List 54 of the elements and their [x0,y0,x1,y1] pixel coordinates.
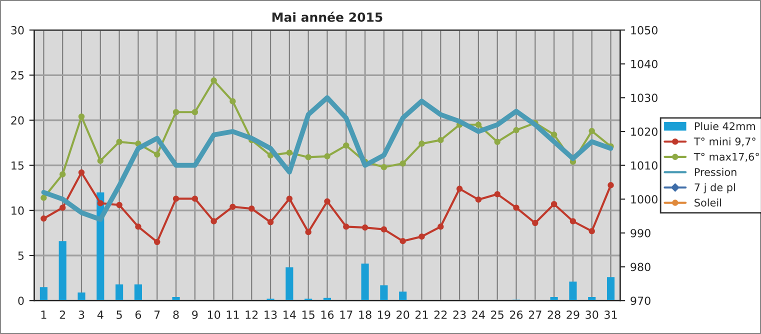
x-tick-label: 19 [378,310,390,319]
y-tick-label: 20 [11,116,24,125]
x-tick-label: 18 [359,310,372,319]
x-tick-label: 21 [415,310,428,319]
x-tick-label: 25 [491,310,504,319]
x-tick-label: 24 [472,310,485,319]
y2-tick-label: 1010 [631,161,658,170]
legend-label: Soleil [694,198,722,207]
legend-label: 7 j de pl [694,183,735,194]
y2-tick-label: 970 [630,296,650,305]
y-tick-label: 25 [11,71,24,80]
x-tick-label: 11 [226,310,239,319]
x-tick-label: 12 [246,310,258,319]
x-tick-label: 28 [548,310,560,319]
x-tick-label: 22 [434,310,447,319]
y2-tick-label: 1040 [631,60,658,68]
x-tick-label: 2 [60,310,66,319]
y2-tick-label: 1050 [631,26,658,34]
x-tick-label: 17 [340,310,352,319]
chart-title: Mai année 2015 [272,12,382,22]
y2-tick-label: 980 [630,262,650,272]
y2-tick-label: 1000 [631,195,658,204]
x-tick-label: 9 [192,310,198,319]
x-tick-label: 31 [604,310,617,319]
y2-tick-label: 1020 [631,127,658,136]
x-tick-label: 5 [116,310,122,319]
x-tick-label: 20 [396,310,410,319]
x-tick-label: 4 [97,310,104,319]
x-tick-label: 3 [78,310,84,319]
x-tick-label: 13 [264,310,277,319]
y-tick-label: 15 [12,161,24,170]
legend-label: Pression [694,168,736,176]
x-tick-label: 8 [173,310,179,319]
x-tick-label: 23 [453,310,466,319]
x-tick-label: 1 [41,310,46,319]
legend-label: T° max17,6° [694,152,759,162]
y-tick-label: 10 [12,206,24,215]
legend-label: Pluie 42mm [694,122,755,130]
y2-tick-label: 1030 [631,94,658,102]
x-tick-label: 7 [154,310,160,319]
x-tick-label: 15 [302,310,314,319]
x-tick-label: 29 [566,310,580,319]
x-tick-label: 14 [284,310,296,319]
y-tick-label: 5 [18,252,24,260]
y2-tick-label: 990 [630,228,650,238]
y-tick-label: 30 [11,26,24,34]
x-tick-label: 16 [321,310,334,319]
x-tick-label: 10 [208,310,220,319]
x-tick-label: 6 [135,310,142,319]
legend-label: T° mini 9,7° [694,137,756,146]
x-tick-label: 30 [586,310,598,319]
x-tick-label: 27 [528,310,542,319]
y-tick-label: 0 [18,296,24,305]
x-tick-label: 26 [510,310,523,319]
